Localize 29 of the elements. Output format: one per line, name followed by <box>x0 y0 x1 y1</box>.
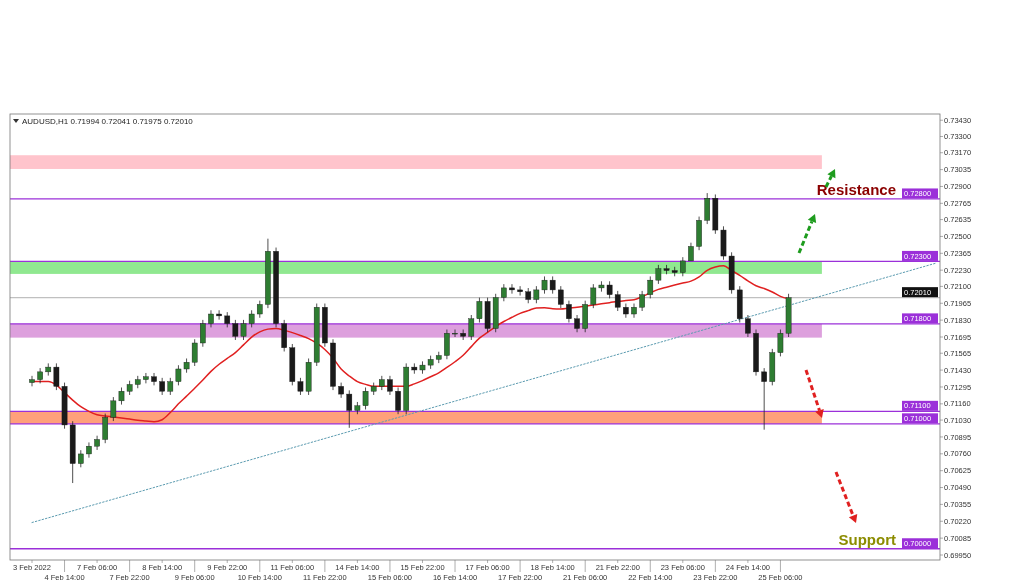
candlestick <box>37 367 43 384</box>
candlestick <box>143 372 149 384</box>
candlestick <box>216 309 222 321</box>
annotation: Resistance <box>816 180 896 198</box>
candlestick <box>29 375 35 387</box>
candlestick <box>94 435 100 451</box>
candlestick <box>444 329 450 360</box>
candlestick <box>631 303 637 319</box>
candlestick <box>338 382 344 399</box>
candlestick <box>639 290 645 312</box>
candlestick <box>704 192 711 225</box>
candlestick <box>151 372 157 386</box>
candlestick <box>557 285 564 309</box>
candlestick <box>509 283 515 295</box>
candlestick <box>680 256 686 277</box>
candlestick <box>86 442 92 459</box>
candlestick <box>745 314 751 338</box>
annotation: Support <box>838 530 896 548</box>
candlestick <box>761 367 767 431</box>
candlestick <box>395 387 401 415</box>
chart-title: AUDUSD,H1 0.71994 0.72041 0.71975 0.72010 <box>22 117 194 126</box>
candlestick <box>387 375 393 396</box>
candlestick <box>688 242 694 262</box>
candlestick <box>517 285 523 296</box>
candlestick <box>200 319 206 348</box>
candlestick <box>102 413 109 444</box>
candlestick <box>452 329 458 338</box>
candlestick <box>623 303 629 319</box>
candlestick <box>566 300 572 323</box>
